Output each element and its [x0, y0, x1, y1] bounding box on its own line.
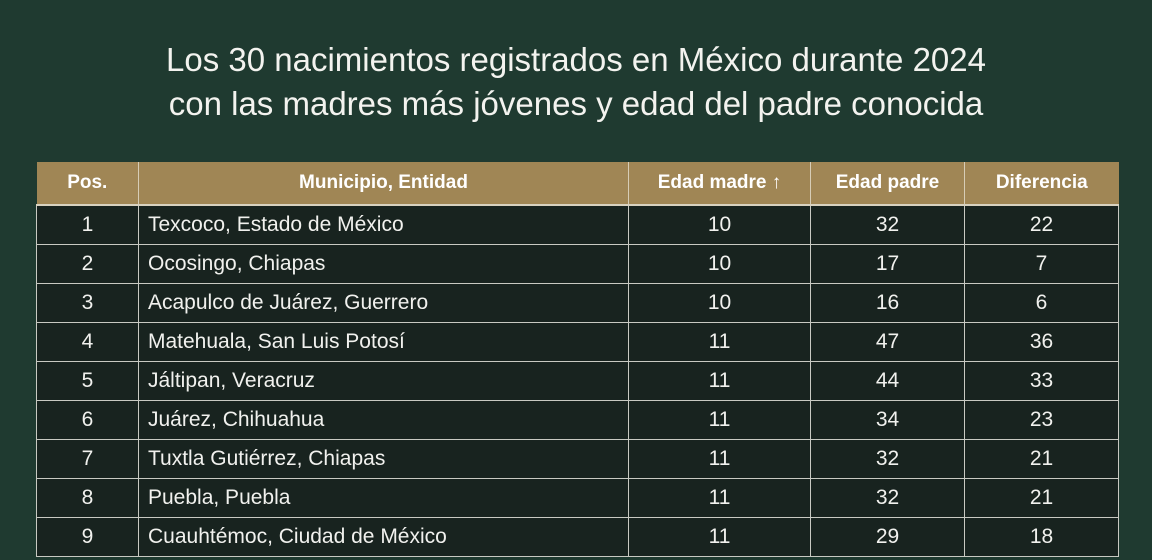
cell-pos: 7 [36, 439, 139, 479]
cell-edad-madre: 10 [628, 283, 811, 323]
title-line-2: con las madres más jóvenes y edad del pa… [168, 85, 984, 122]
cell-edad-madre: 11 [628, 400, 811, 440]
cell-diferencia: 33 [964, 361, 1119, 401]
cell-pos: 6 [36, 400, 139, 440]
table-row: 6 Juárez, Chihuahua 11 34 23 [36, 400, 1119, 440]
cell-edad-padre: 17 [810, 244, 965, 284]
cell-diferencia: 7 [964, 244, 1119, 284]
table-row: 8 Puebla, Puebla 11 32 21 [36, 478, 1119, 518]
cell-edad-madre: 10 [628, 205, 811, 245]
cell-municipio: Juárez, Chihuahua [138, 400, 629, 440]
cell-edad-madre: 11 [628, 478, 811, 518]
header-pos: Pos. [36, 162, 139, 206]
header-municipio: Municipio, Entidad [138, 162, 629, 206]
cell-edad-padre: 47 [810, 322, 965, 362]
cell-municipio: Texcoco, Estado de México [138, 205, 629, 245]
cell-edad-madre: 11 [628, 517, 811, 557]
cell-pos: 8 [36, 478, 139, 518]
cell-edad-madre: 10 [628, 244, 811, 284]
header-edad-madre[interactable]: Edad madre ↑ [628, 162, 811, 206]
cell-edad-madre: 11 [628, 439, 811, 479]
cell-edad-padre: 16 [810, 283, 965, 323]
cell-diferencia: 21 [964, 439, 1119, 479]
table-row: 4 Matehuala, San Luis Potosí 11 47 36 [36, 322, 1119, 362]
cell-diferencia: 22 [964, 205, 1119, 245]
cell-pos: 9 [36, 517, 139, 557]
table-row: 5 Jáltipan, Veracruz 11 44 33 [36, 361, 1119, 401]
cell-municipio: Tuxtla Gutiérrez, Chiapas [138, 439, 629, 479]
cell-pos: 2 [36, 244, 139, 284]
cell-edad-madre: 11 [628, 361, 811, 401]
header-edad-padre: Edad padre [810, 162, 965, 206]
table-row: 7 Tuxtla Gutiérrez, Chiapas 11 32 21 [36, 439, 1119, 479]
title-line-1: Los 30 nacimientos registrados en México… [166, 41, 986, 78]
cell-edad-padre: 44 [810, 361, 965, 401]
table-row: 9 Cuauhtémoc, Ciudad de México 11 29 18 [36, 517, 1119, 557]
births-table: Pos. Municipio, Entidad Edad madre ↑ Eda… [36, 162, 1119, 557]
table-header-row: Pos. Municipio, Entidad Edad madre ↑ Eda… [36, 162, 1119, 206]
table-row: 2 Ocosingo, Chiapas 10 17 7 [36, 244, 1119, 284]
cell-pos: 4 [36, 322, 139, 362]
page-title: Los 30 nacimientos registrados en México… [0, 38, 1152, 126]
cell-municipio: Cuauhtémoc, Ciudad de México [138, 517, 629, 557]
cell-diferencia: 18 [964, 517, 1119, 557]
cell-diferencia: 23 [964, 400, 1119, 440]
table-row: 1 Texcoco, Estado de México 10 32 22 [36, 205, 1119, 245]
cell-pos: 5 [36, 361, 139, 401]
cell-edad-madre: 11 [628, 322, 811, 362]
cell-edad-padre: 29 [810, 517, 965, 557]
cell-pos: 3 [36, 283, 139, 323]
header-diferencia: Diferencia [964, 162, 1119, 206]
cell-pos: 1 [36, 205, 139, 245]
cell-municipio: Jáltipan, Veracruz [138, 361, 629, 401]
cell-diferencia: 21 [964, 478, 1119, 518]
cell-municipio: Matehuala, San Luis Potosí [138, 322, 629, 362]
cell-edad-padre: 32 [810, 478, 965, 518]
cell-municipio: Acapulco de Juárez, Guerrero [138, 283, 629, 323]
cell-edad-padre: 34 [810, 400, 965, 440]
cell-diferencia: 36 [964, 322, 1119, 362]
cell-municipio: Puebla, Puebla [138, 478, 629, 518]
cell-edad-padre: 32 [810, 205, 965, 245]
cell-edad-padre: 32 [810, 439, 965, 479]
cell-municipio: Ocosingo, Chiapas [138, 244, 629, 284]
cell-diferencia: 6 [964, 283, 1119, 323]
table-row: 3 Acapulco de Juárez, Guerrero 10 16 6 [36, 283, 1119, 323]
